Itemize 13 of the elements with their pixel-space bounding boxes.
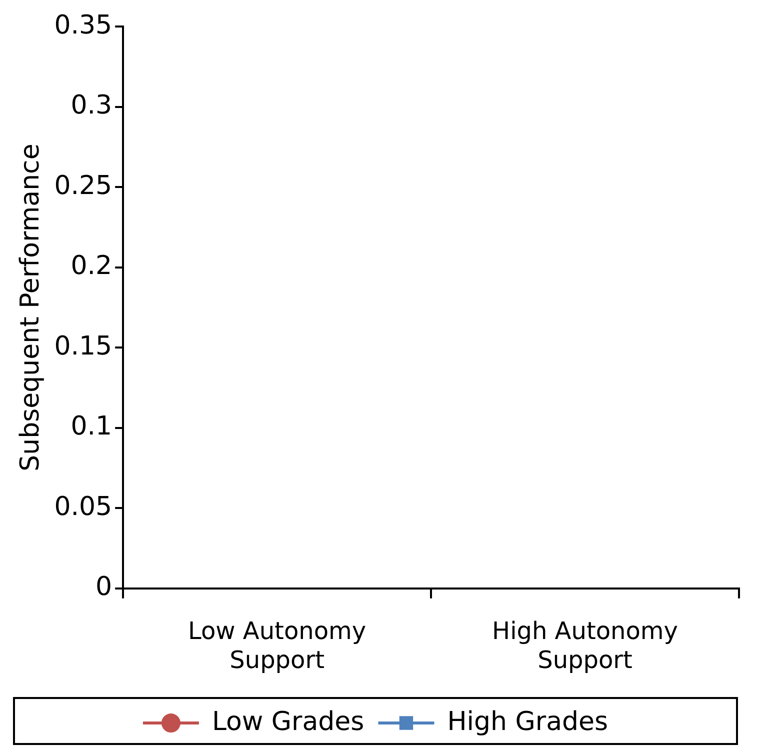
legend-label: High Grades bbox=[447, 706, 608, 737]
y-tick-label: 0.35 bbox=[54, 10, 112, 40]
y-tick-label: 0 bbox=[96, 572, 112, 602]
x-tick-label: Low Autonomy Support bbox=[188, 617, 366, 674]
y-axis-title: Subsequent Performance bbox=[15, 144, 46, 472]
y-tick-label: 0.25 bbox=[54, 170, 112, 201]
x-tick-label: High Autonomy Support bbox=[492, 617, 678, 674]
y-tick-label: 0.2 bbox=[70, 251, 112, 282]
y-tick-label: 0.3 bbox=[70, 90, 112, 121]
y-tick-label: 0.05 bbox=[54, 492, 112, 522]
y-tick-label: 0.1 bbox=[70, 412, 112, 442]
legend-label: Low Grades bbox=[212, 706, 364, 737]
y-tick-label: 0.15 bbox=[54, 331, 112, 362]
